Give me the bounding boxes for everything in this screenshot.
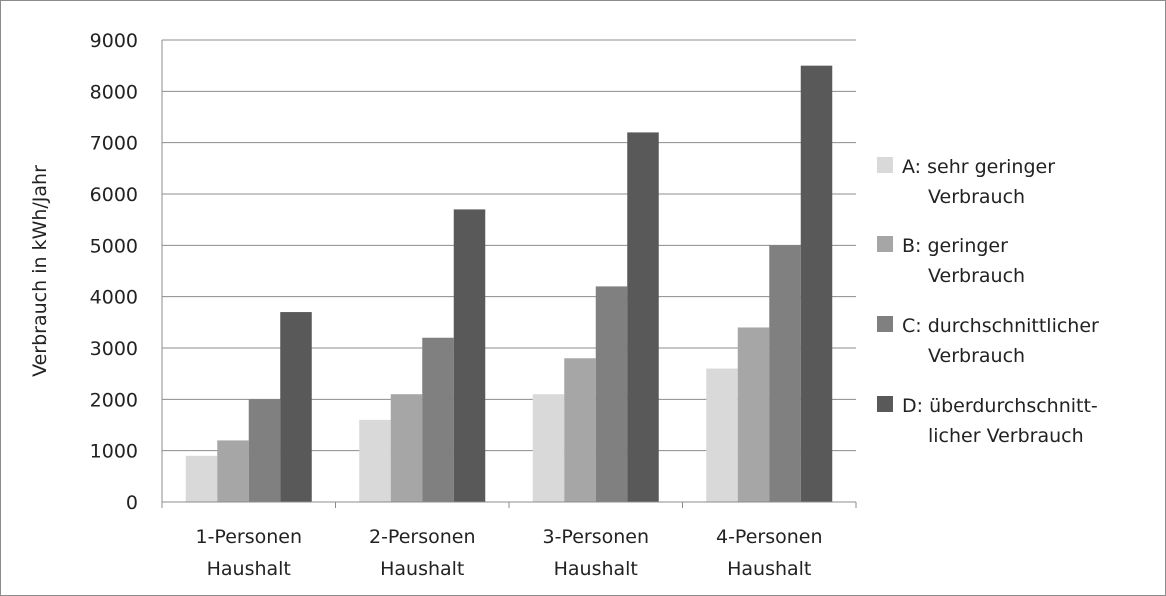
y-tick-label: 8000 (90, 81, 138, 103)
legend-swatch (877, 396, 893, 412)
legend-label: B: geringer Verbrauch (902, 235, 1025, 287)
y-axis-label: Verbrauch in kWh/Jahr (29, 165, 51, 377)
legend: A: sehr geringer Verbrauch B: geringer Verb… (877, 156, 1099, 447)
y-tick-label: 0 (126, 492, 138, 514)
y-tick-label: 6000 (90, 184, 138, 206)
bar (769, 245, 801, 503)
bar (564, 358, 596, 502)
x-category-label: 1-Personen Haushalt (195, 526, 302, 580)
x-category-label: 4-Personen Haushalt (716, 526, 823, 580)
bars (185, 65, 833, 503)
bar (390, 394, 423, 502)
bar (627, 132, 659, 502)
bar (453, 209, 486, 502)
bar (595, 286, 628, 502)
bar (248, 399, 281, 502)
axes (161, 40, 857, 508)
legend-label: D: überdurchschnitt-licher Verbrauch (902, 395, 1098, 447)
bar (737, 327, 770, 502)
bar (706, 368, 738, 502)
x-category-labels: 1-Personen Haushalt 2-Personen Haushalt 3-Pe… (195, 526, 822, 580)
y-tick-label: 4000 (90, 287, 138, 309)
y-tick-labels: 0 1000 2000 3000 4000 5000 6000 7000 8000 9000 (90, 30, 138, 514)
bar (359, 419, 391, 502)
bar (800, 65, 833, 503)
y-tick-label: 9000 (90, 30, 138, 52)
y-tick-label: 1000 (90, 441, 138, 463)
legend-label: C: durchschnittlicher Verbrauch (902, 315, 1099, 367)
y-tick-label: 5000 (90, 235, 138, 257)
y-tick-label: 3000 (90, 338, 138, 360)
bar (532, 394, 565, 502)
legend-swatch (877, 316, 893, 332)
y-tick-label: 7000 (90, 133, 138, 155)
bar (280, 312, 312, 502)
legend-swatch (877, 236, 893, 252)
bar (217, 440, 249, 502)
x-category-label: 3-Personen Haushalt (542, 526, 649, 580)
legend-label: A: sehr geringer Verbrauch (902, 156, 1055, 208)
legend-swatch (877, 157, 893, 173)
bar (185, 455, 218, 502)
bar (422, 337, 454, 502)
y-tick-label: 2000 (90, 389, 138, 411)
x-category-label: 2-Personen Haushalt (369, 526, 476, 580)
